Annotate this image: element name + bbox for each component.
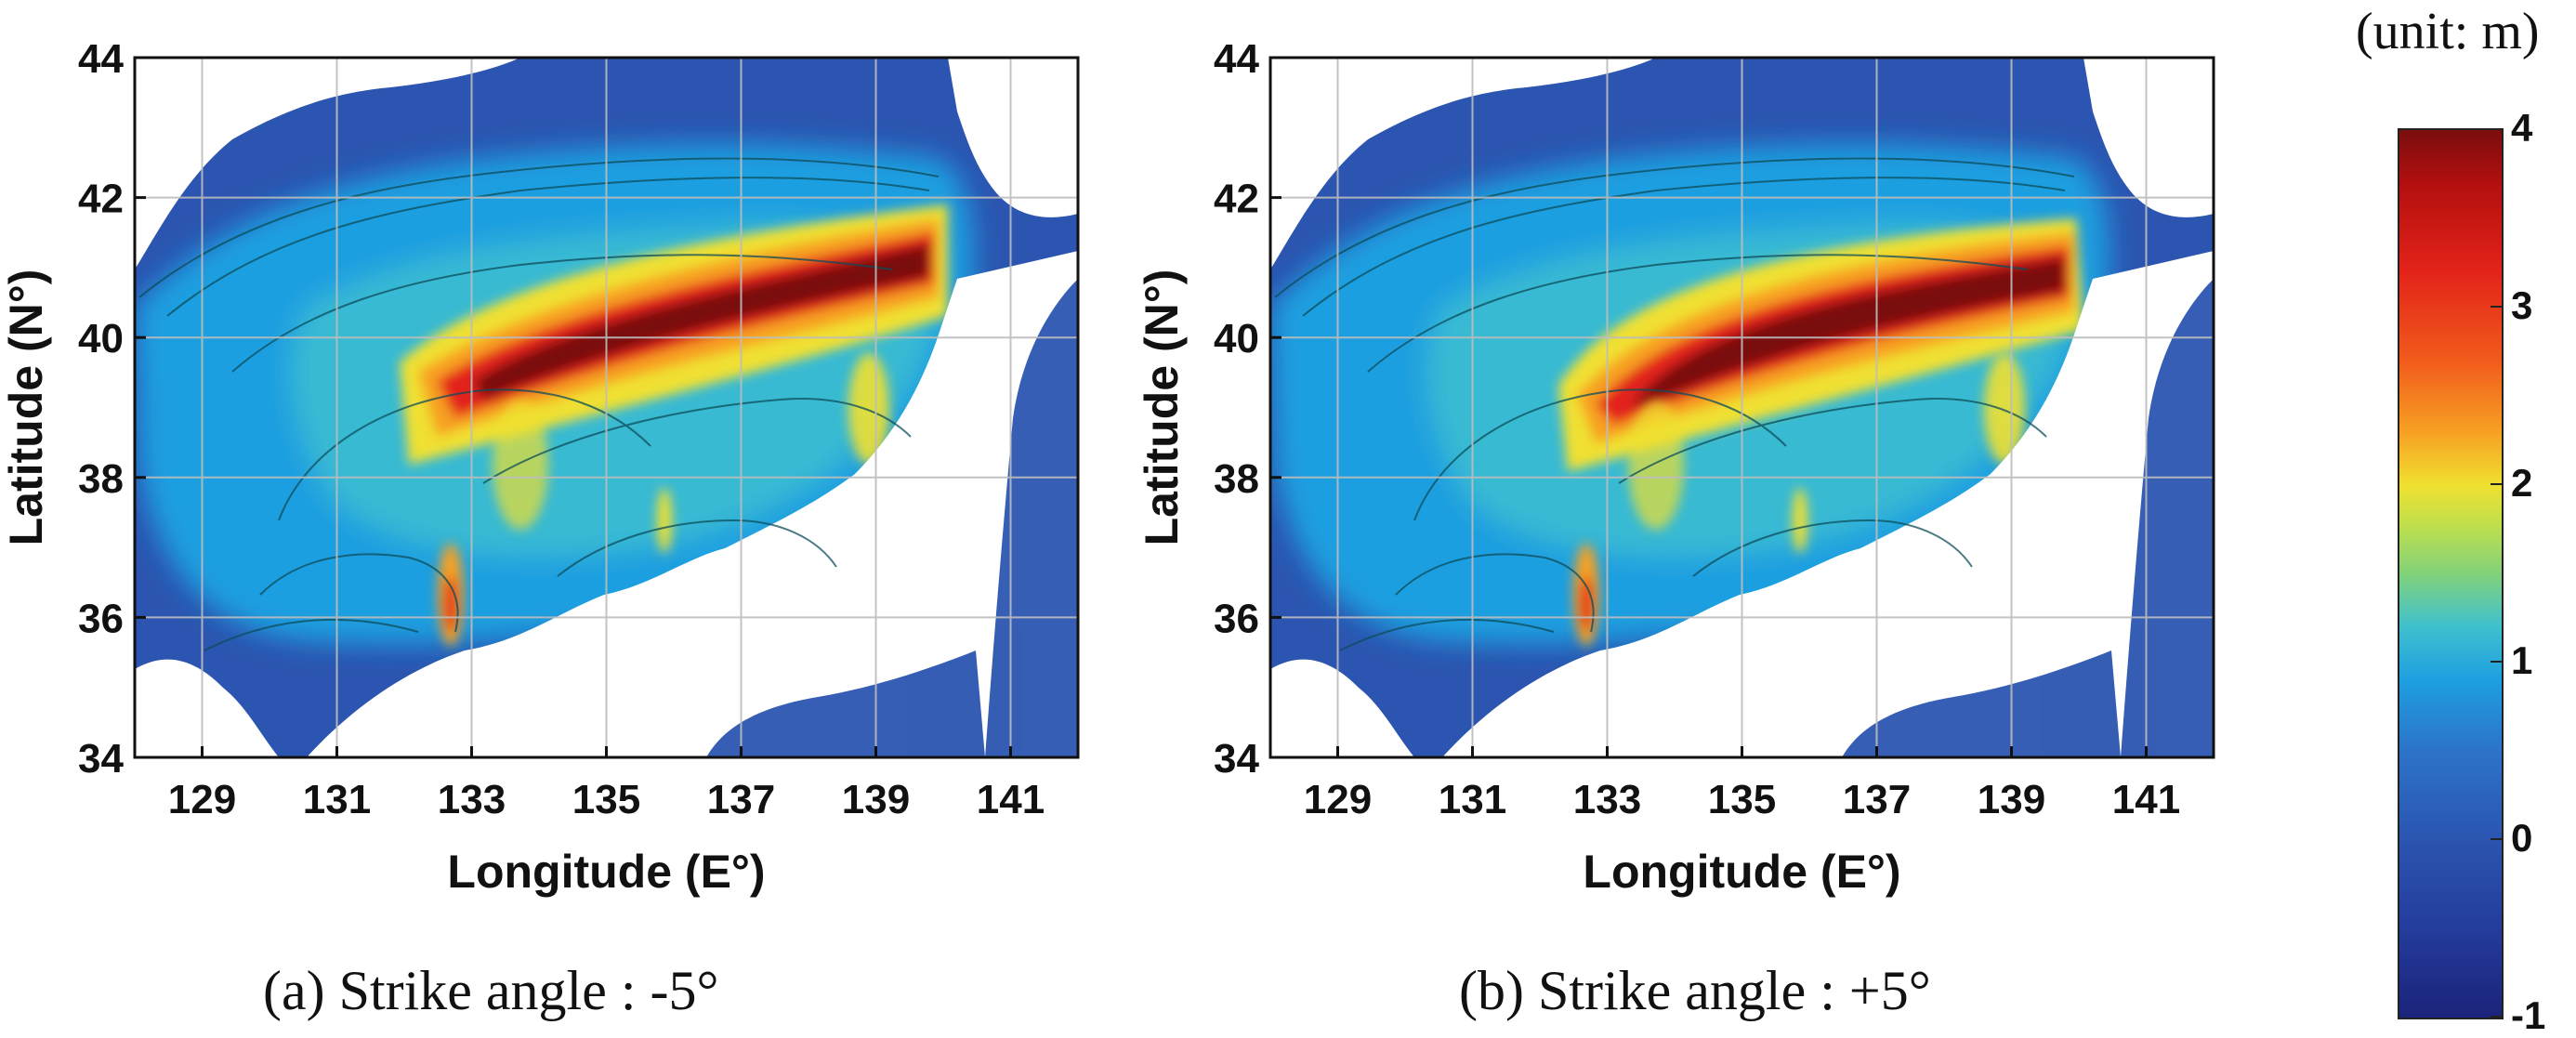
map-panel-a: 129 131 133 135 137 139 141 34 36 38 40 42 44 Longitu… <box>0 0 1115 929</box>
depth-contours <box>138 157 940 651</box>
x-tick-label: 139 <box>1978 777 2045 822</box>
x-tick-label: 141 <box>2112 777 2180 822</box>
x-tick-label: 135 <box>572 777 640 822</box>
colorbar-tick-mark <box>2491 306 2502 308</box>
mainland <box>1270 58 1656 269</box>
korea-south <box>1270 659 1414 757</box>
tsunami-band <box>1558 218 2083 472</box>
coastal-shelf <box>1842 279 2214 757</box>
x-tick-label: 133 <box>1573 777 1641 822</box>
x-tick-label: 137 <box>707 777 775 822</box>
y-tick-label: 44 <box>78 36 124 82</box>
x-tick-label: 131 <box>303 777 371 822</box>
map-a-svg: 129 131 133 135 137 139 141 34 36 38 40 42 44 Longitu… <box>0 36 1080 898</box>
colorbar-tick-mark <box>2491 838 2502 840</box>
colorbar-tick-label: 0 <box>2511 816 2533 860</box>
mainland <box>135 58 520 269</box>
colorbar-tick-mark <box>2491 483 2502 485</box>
y-axis-label: Latitude (N°) <box>0 269 52 546</box>
y-tick-label: 38 <box>78 456 124 502</box>
x-tick-label: 141 <box>977 777 1045 822</box>
x-tick-label: 139 <box>842 777 910 822</box>
honshu <box>307 251 1078 757</box>
colorbar-tick-label: 1 <box>2511 638 2533 682</box>
colorbar-tick-label: 3 <box>2511 283 2533 327</box>
y-tick-label: 34 <box>1214 736 1259 782</box>
colorbar-tick-label: 4 <box>2511 106 2533 150</box>
y-tick-label: 36 <box>78 596 124 641</box>
hokkaido <box>2083 58 2214 217</box>
colorbar-tick-mark <box>2491 1016 2502 1018</box>
x-tick-label: 137 <box>1843 777 1911 822</box>
land <box>1270 58 2214 757</box>
colorbar-tick-label: 2 <box>2511 461 2533 505</box>
colorbar-tick-mark <box>2491 128 2502 130</box>
y-tick-label: 40 <box>78 316 124 361</box>
colorbar: 4 3 2 1 0 -1 <box>2398 106 2545 1037</box>
y-tick-label: 38 <box>1214 456 1259 502</box>
y-tick-label: 40 <box>1214 316 1259 361</box>
x-tick-label: 135 <box>1708 777 1776 822</box>
x-axis-label: Longitude (E°) <box>1583 846 1900 898</box>
land <box>135 58 1078 757</box>
coastal-shelf <box>706 279 1078 757</box>
hotspots <box>1573 353 2025 646</box>
map-panel-b: 129 131 133 135 137 139 141 34 36 38 40 42 44 Longitu… <box>1136 0 2251 929</box>
colorbar-tick-label: -1 <box>2511 993 2546 1037</box>
honshu <box>1442 251 2214 757</box>
colorbar-tick-mark <box>2491 661 2502 663</box>
x-tick-label: 133 <box>438 777 506 822</box>
korea-south <box>135 659 279 757</box>
x-axis-label: Longitude (E°) <box>447 846 765 898</box>
map-b-svg: 129 131 133 135 137 139 141 34 36 38 40 42 44 Longitu… <box>1136 36 2215 898</box>
y-tick-label: 42 <box>1214 177 1259 222</box>
caption-b: (b) Strike angle : +5° <box>1459 960 1931 1021</box>
y-axis-label: Latitude (N°) <box>1136 269 1188 546</box>
y-tick-label: 44 <box>1214 36 1259 82</box>
caption-a: (a) Strike angle : -5° <box>263 960 719 1021</box>
x-tick-label: 131 <box>1439 777 1506 822</box>
x-tick-label: 129 <box>168 777 236 822</box>
colorbar-unit-label: (unit: m) <box>2356 3 2540 60</box>
y-tick-label: 36 <box>1214 596 1259 641</box>
colorbar-gradient <box>2398 128 2504 1019</box>
hokkaido <box>948 58 1078 217</box>
y-tick-label: 34 <box>78 736 124 782</box>
x-tick-label: 129 <box>1304 777 1372 822</box>
tsunami-band <box>400 204 948 465</box>
y-tick-label: 42 <box>78 177 124 222</box>
depth-contours <box>1274 157 2075 651</box>
